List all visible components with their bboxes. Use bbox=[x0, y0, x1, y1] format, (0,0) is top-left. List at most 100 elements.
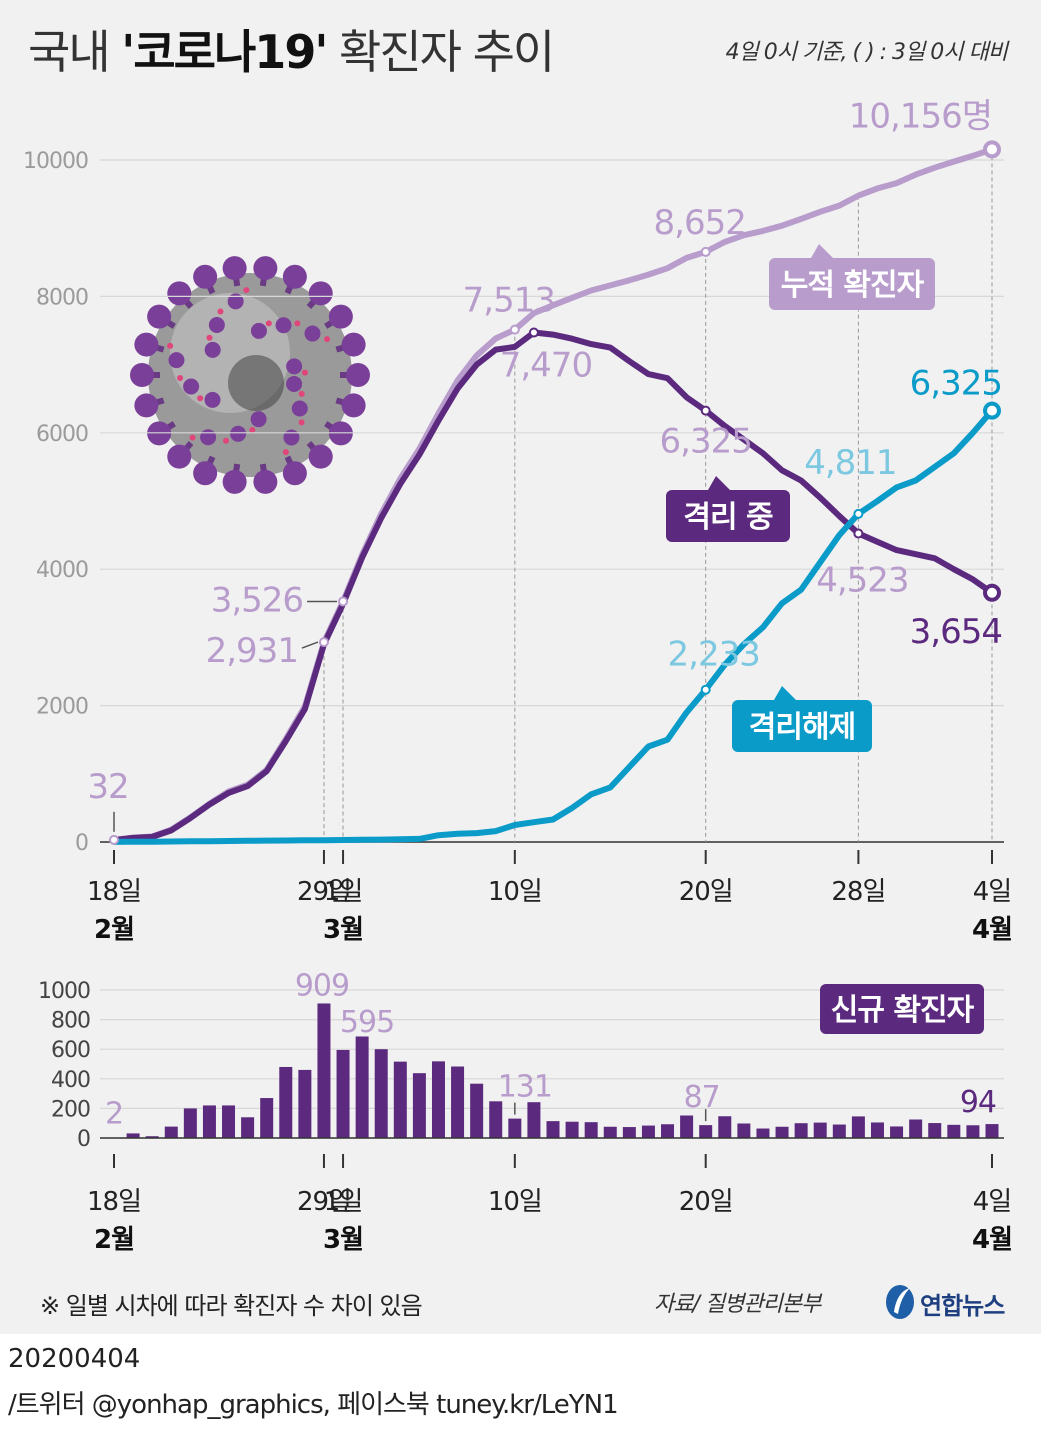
new-cases-bar bbox=[527, 1102, 541, 1138]
virus-spike bbox=[341, 332, 366, 357]
bar-data-label: 595 bbox=[340, 1005, 394, 1040]
line-data-label: 2,931 bbox=[206, 631, 298, 671]
new-cases-bar bbox=[870, 1122, 884, 1138]
virus-dot bbox=[217, 308, 224, 315]
new-cases-bar bbox=[393, 1061, 407, 1138]
bar-data-label: 909 bbox=[295, 968, 349, 1003]
new-cases-bar bbox=[279, 1066, 293, 1138]
virus-surface-spike bbox=[204, 391, 221, 408]
bar-y-tick-label: 400 bbox=[51, 1068, 90, 1093]
bar-x-month-label: 4월 bbox=[972, 1225, 1012, 1255]
new-cases-bar bbox=[508, 1118, 522, 1138]
line-data-point bbox=[509, 324, 520, 335]
line-x-tick-label: 28일 bbox=[831, 877, 885, 907]
bar-y-tick-label: 200 bbox=[51, 1097, 90, 1122]
new-cases-bar bbox=[241, 1117, 255, 1138]
new-cases-bar bbox=[546, 1121, 560, 1138]
line-x-tick-label: 18일 bbox=[87, 877, 141, 907]
new-cases-bar bbox=[947, 1124, 961, 1138]
new-cases-bar bbox=[355, 1036, 369, 1138]
virus-dot bbox=[298, 419, 305, 426]
new-cases-bar bbox=[756, 1128, 770, 1138]
isolated-series-label-box bbox=[666, 490, 790, 542]
new-cases-bar bbox=[813, 1122, 827, 1138]
new-cases-bar bbox=[680, 1115, 694, 1138]
virus-dot bbox=[197, 395, 204, 402]
virus-dot bbox=[294, 320, 301, 327]
virus-spike bbox=[222, 256, 247, 281]
virus-spike bbox=[282, 461, 307, 486]
virus-dot bbox=[177, 374, 184, 381]
bar-data-label: 94 bbox=[960, 1085, 996, 1120]
virus-dot bbox=[265, 320, 272, 327]
new-cases-bar bbox=[775, 1126, 789, 1138]
isolated-series-line bbox=[111, 329, 995, 843]
virus-dot bbox=[206, 334, 213, 341]
line-data-label: 2,233 bbox=[668, 635, 760, 675]
title-suffix: 확진자 추이 bbox=[326, 25, 555, 79]
yonhap-logo: 연합뉴스 bbox=[884, 1280, 1034, 1324]
virus-spike bbox=[253, 469, 278, 494]
new-cases-bar bbox=[699, 1125, 713, 1138]
line-data-point bbox=[109, 834, 119, 845]
virus-surface-spike bbox=[286, 375, 303, 392]
virus-surface-spike bbox=[168, 352, 185, 369]
new-cases-bar bbox=[966, 1125, 980, 1138]
line-x-tick-label: 4일 bbox=[973, 877, 1011, 907]
footnote: ※ 일별 시차에 따라 확진자 수 차이 있음 bbox=[40, 1292, 423, 1320]
virus-dot bbox=[167, 342, 174, 349]
virus-surface-spike bbox=[304, 325, 321, 342]
new-cases-bar bbox=[183, 1108, 197, 1138]
new-cases-bar bbox=[298, 1069, 312, 1138]
bar-y-tick-label: 0 bbox=[77, 1127, 90, 1152]
line-data-label: 32 bbox=[87, 767, 128, 807]
line-data-label: 4,523 bbox=[816, 561, 908, 601]
bar-data-label: 87 bbox=[684, 1080, 720, 1115]
new-cases-bar bbox=[622, 1127, 636, 1138]
bar-x-tick-label: 20일 bbox=[679, 1187, 733, 1217]
line-x-tick-label: 1일 bbox=[324, 877, 362, 907]
virus-spike bbox=[328, 304, 353, 329]
new-cases-bar bbox=[126, 1133, 140, 1138]
bar-x-tick-label: 10일 bbox=[488, 1187, 542, 1217]
new-cases-bar bbox=[794, 1123, 808, 1138]
new-cases-bar bbox=[412, 1073, 426, 1138]
cumulative-series-label: 누적 확진자 bbox=[781, 268, 925, 303]
virus-spike bbox=[341, 393, 366, 418]
line-y-tick-label: 10000 bbox=[23, 149, 88, 174]
new-cases-bar bbox=[222, 1105, 236, 1138]
new-cases-bar bbox=[603, 1126, 617, 1138]
isolated-series-label: 격리 중 bbox=[683, 500, 773, 535]
line-data-point bbox=[318, 637, 329, 648]
virus-spike bbox=[193, 264, 218, 289]
baseline-note: 4일 0시 기준, ( ) : 3일 0시 대비 bbox=[725, 40, 1008, 65]
line-data-label: 3,654 bbox=[910, 612, 1002, 652]
bar-data-label: 2 bbox=[105, 1097, 123, 1132]
new-cases-bar bbox=[928, 1123, 942, 1138]
virus-dot bbox=[301, 369, 308, 376]
line-data-point bbox=[338, 596, 349, 607]
line-data-point bbox=[700, 246, 711, 257]
virus-spike bbox=[308, 281, 333, 306]
virus-surface-spike bbox=[200, 429, 217, 446]
publish-date: 20200404 bbox=[8, 1344, 141, 1374]
new-cases-bar bbox=[451, 1066, 465, 1138]
virus-spike bbox=[167, 444, 192, 469]
line-data-label: 7,470 bbox=[500, 346, 592, 386]
virus-dot bbox=[189, 434, 196, 441]
new-cases-title: 신규 확진자 bbox=[831, 993, 975, 1028]
line-data-label: 6,325 bbox=[660, 422, 752, 462]
title-bold: '코로나19' bbox=[121, 25, 328, 79]
virus-spike bbox=[130, 363, 154, 387]
new-cases-bar bbox=[260, 1098, 274, 1138]
virus-dot bbox=[222, 437, 229, 444]
page-title: 국내 '코로나19' 확진자 추이 bbox=[28, 16, 555, 82]
line-data-point bbox=[853, 508, 864, 519]
bar-y-tick-label: 1000 bbox=[38, 979, 90, 1004]
line-data-point bbox=[983, 140, 1001, 159]
line-x-month-label: 2월 bbox=[94, 915, 134, 945]
new-cases-bar bbox=[851, 1116, 865, 1138]
line-data-point bbox=[700, 684, 711, 695]
